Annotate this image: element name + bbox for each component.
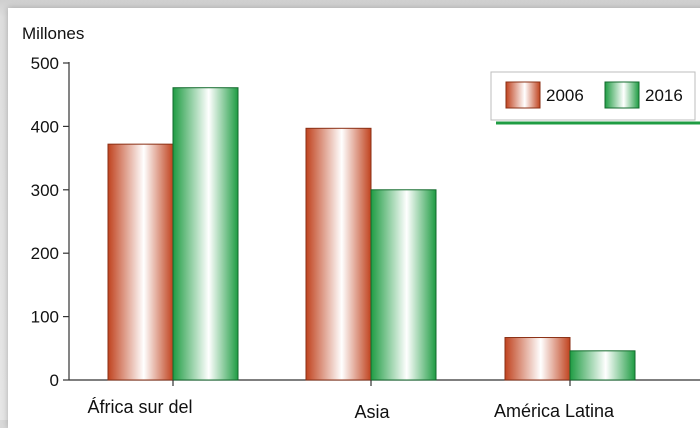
legend-swatch-2006 [505,81,541,109]
bar-2006-1 [305,127,372,381]
y-unit-label: Millones [22,24,84,43]
bar-2016-2 [569,350,636,381]
y-tick-label: 0 [50,371,59,390]
bar-2006-0 [107,143,174,381]
category-label-0: África sur del [87,397,192,417]
legend-label-2006: 2006 [546,86,584,105]
y-tick-label: 300 [31,181,59,200]
bar-group [107,87,636,386]
legend-label-2016: 2016 [645,86,683,105]
category-label-1: Asia [354,402,390,420]
category-label-group: África sur del Asia América Latina [87,397,615,420]
bar-2016-1 [370,189,437,381]
y-tick-label: 200 [31,244,59,263]
legend-swatch-2016 [604,81,640,109]
y-tick-group: 0 100 200 300 400 500 [31,54,69,390]
y-tick-label: 500 [31,54,59,73]
category-label-2: América Latina [494,401,615,420]
legend: 2006 2016 [490,71,700,125]
y-tick-label: 100 [31,308,59,327]
bar-2006-2 [504,337,571,381]
bar-2016-0 [172,87,239,381]
y-tick-label: 400 [31,117,59,136]
